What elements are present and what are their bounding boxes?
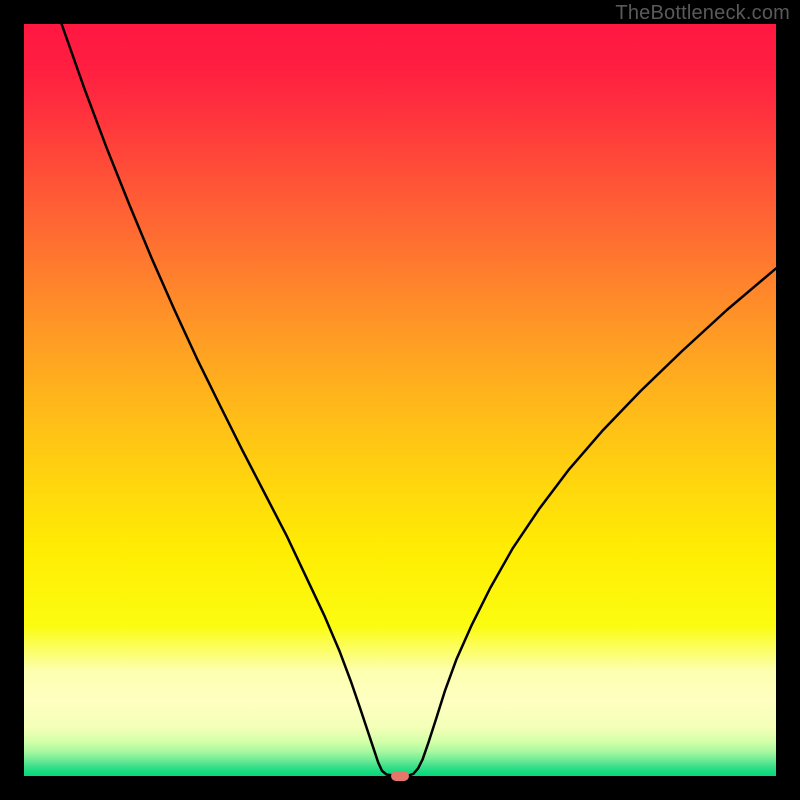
plot-area (24, 24, 776, 776)
plot-frame (24, 24, 776, 776)
attribution-text: TheBottleneck.com (615, 2, 790, 25)
gradient-background (24, 24, 776, 776)
minimum-marker (391, 771, 409, 781)
